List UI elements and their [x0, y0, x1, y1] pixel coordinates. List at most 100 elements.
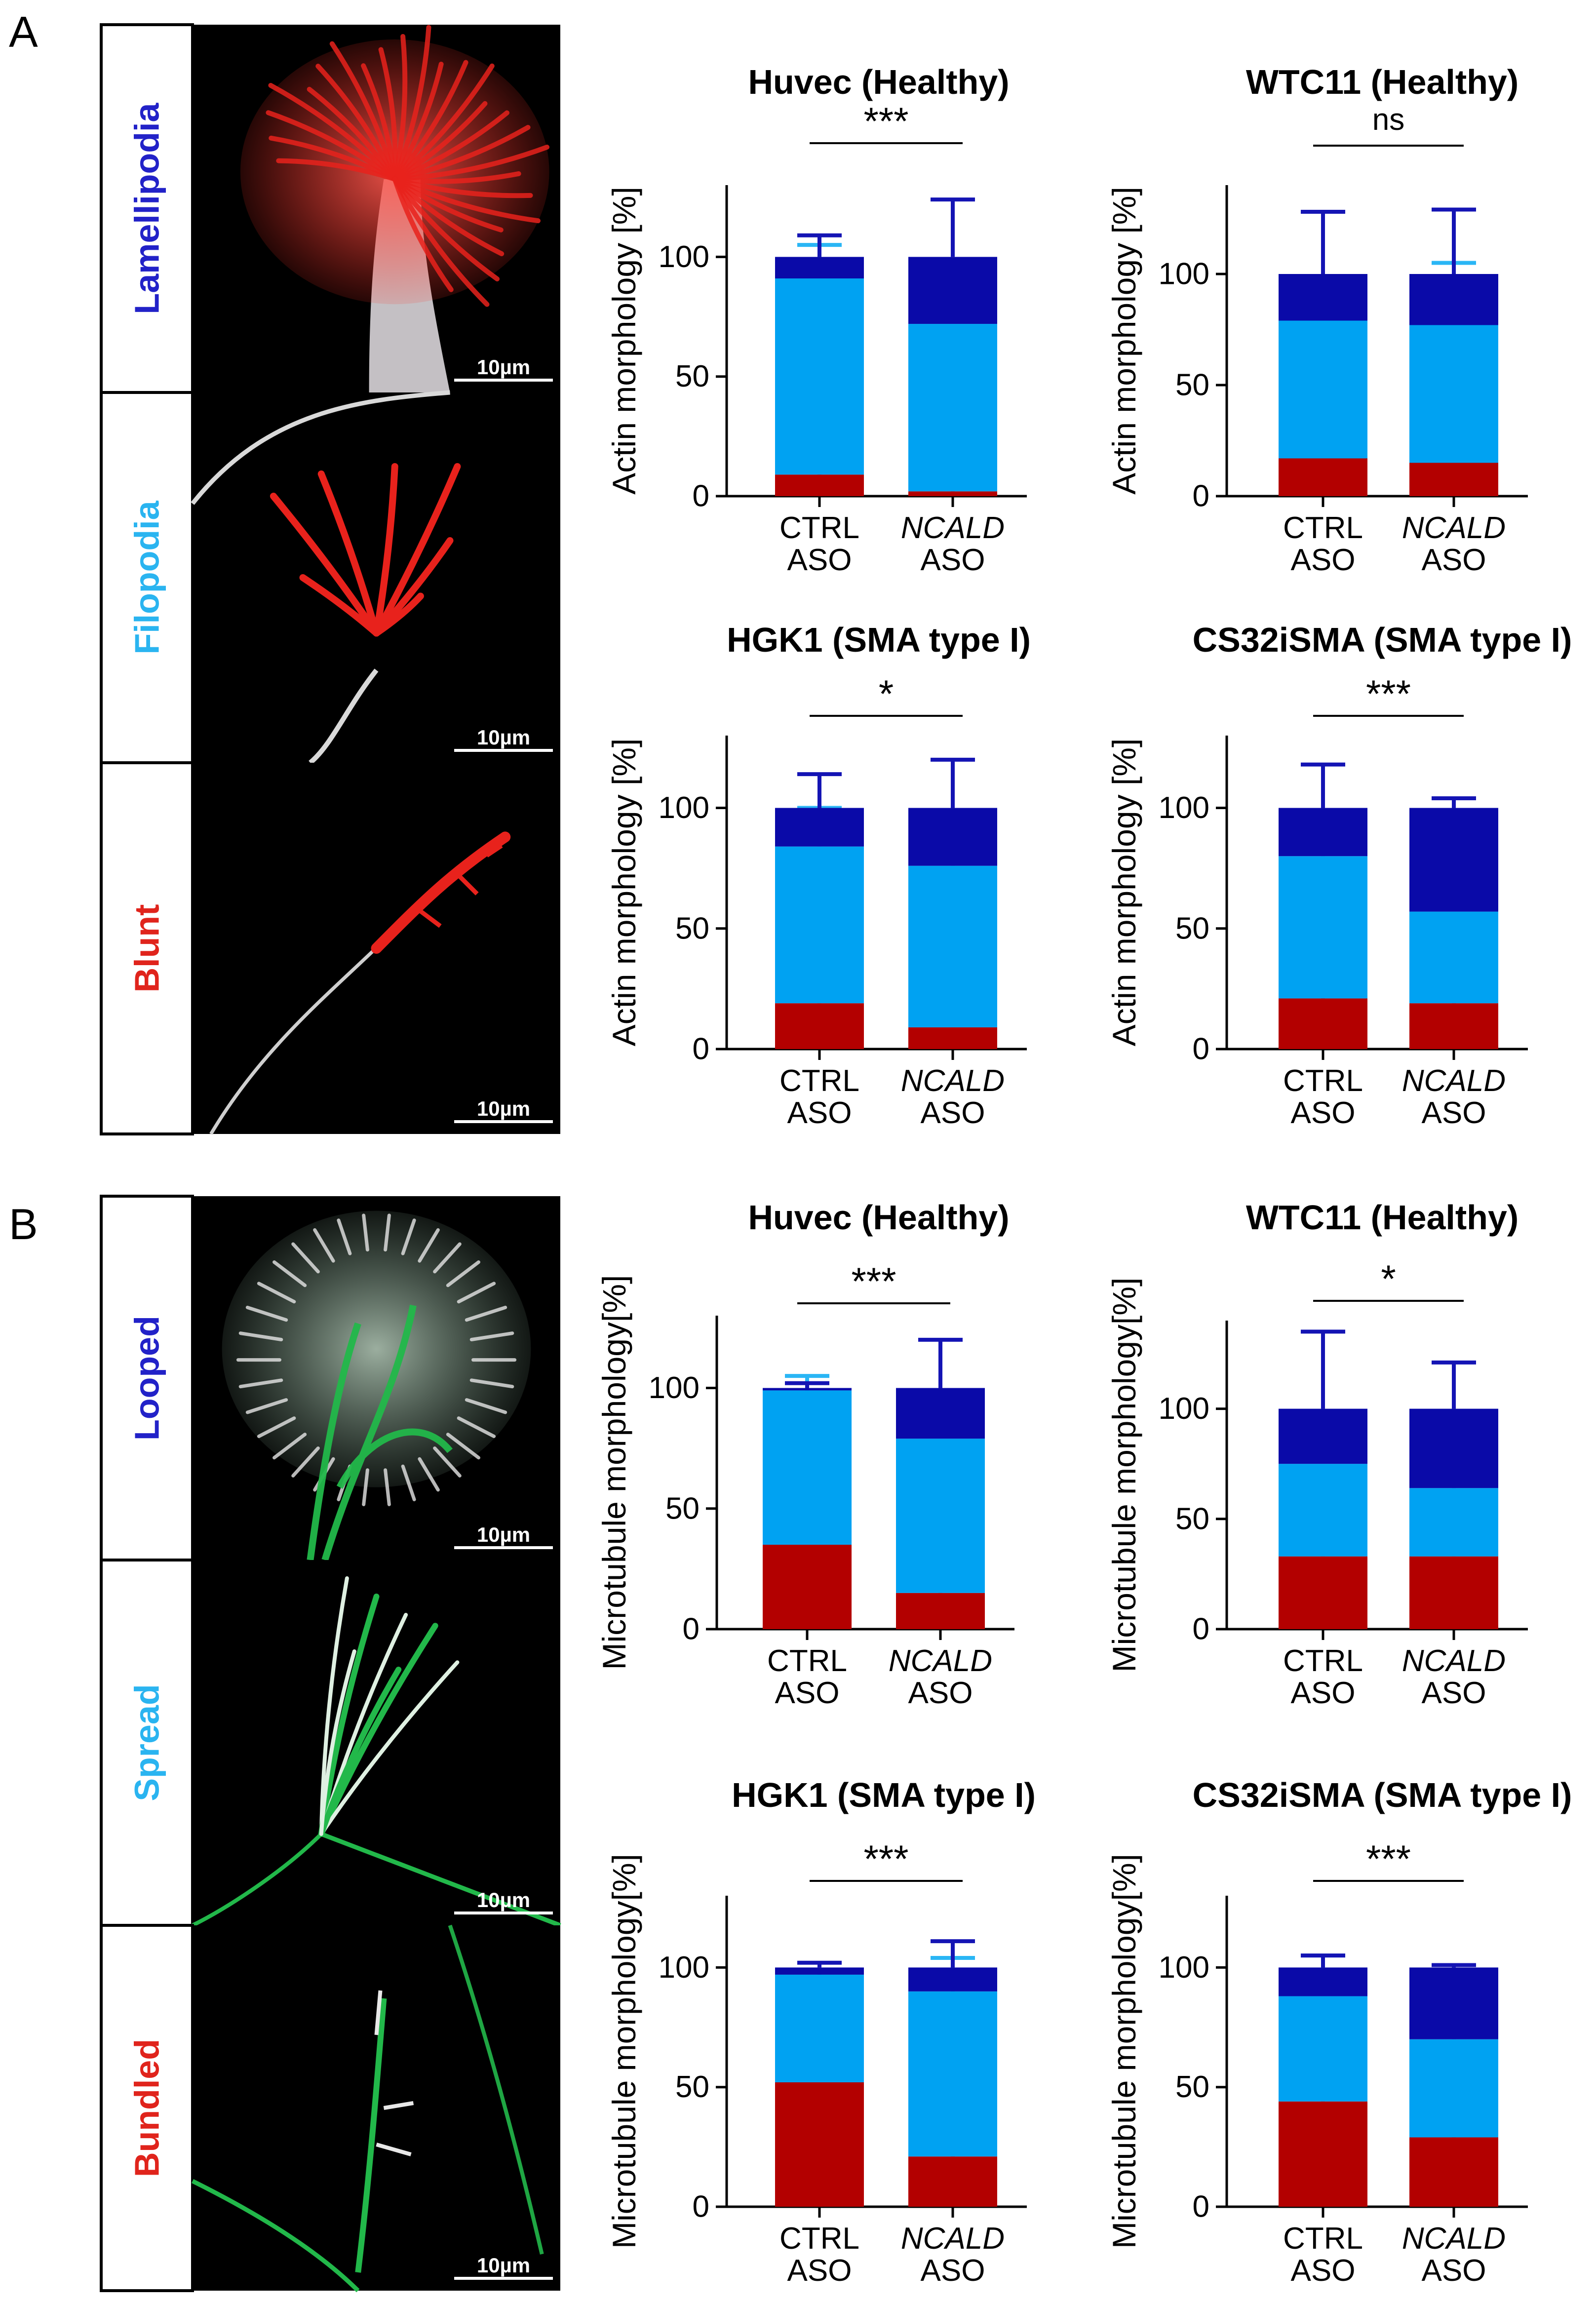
actin-fiber: [392, 171, 521, 184]
micrograph-0: Looped 10µm: [100, 1195, 560, 1561]
significance-label: ns: [1372, 103, 1404, 137]
bar-segment: [1409, 2039, 1498, 2138]
scale-bar-label: 10µm: [477, 1523, 530, 1546]
y-tick-label: 100: [659, 791, 709, 825]
x-tick-label: ASO: [787, 2254, 852, 2288]
microtubule-spread: [318, 1594, 380, 1837]
microtubule-spread: [319, 1576, 349, 1836]
significance-label: ***: [1366, 672, 1411, 715]
actin-fiber: [392, 176, 505, 256]
chart-title: HGK1 (SMA type I): [727, 621, 1031, 659]
y-tick-label: 100: [659, 1951, 709, 1985]
y-axis-label: Actin morphology [%]: [606, 739, 642, 1047]
morphology-label: Blunt: [128, 904, 166, 993]
actin-spike: [238, 1378, 283, 1389]
chart-title: Huvec (Healthy): [748, 63, 1009, 101]
y-axis-label: Microtubule morphology[%]: [1106, 1278, 1142, 1673]
actin-spike: [257, 1282, 296, 1304]
y-axis-label: Actin morphology [%]: [606, 187, 642, 495]
bar-segment: [775, 1003, 864, 1049]
microtubule-spread: [318, 1667, 402, 1837]
actin-fiber: [268, 82, 397, 182]
actin-spike: [418, 1457, 440, 1492]
actin-fiber: [392, 145, 550, 182]
bar-segment: [1279, 998, 1367, 1049]
actin-spike: [401, 1464, 416, 1501]
scale-bar-label: 10µm: [477, 2254, 530, 2277]
bundle-tip: [374, 1990, 414, 2156]
x-tick-label: NCALD: [901, 2222, 1005, 2256]
bar-segment: [775, 846, 864, 1004]
filopodium: [373, 463, 461, 637]
bar-segment: [775, 474, 864, 496]
microtubule-spread: [319, 1660, 460, 1836]
x-tick-label: CTRL: [779, 2222, 859, 2256]
y-tick-label: 100: [659, 240, 709, 274]
x-tick-label: ASO: [1291, 543, 1356, 577]
y-tick-label: 0: [693, 2190, 709, 2224]
y-axis-label: Microtubule morphology[%]: [606, 1854, 642, 2249]
y-tick-label: 50: [1175, 1502, 1209, 1536]
x-tick-label: CTRL: [779, 1064, 859, 1098]
actin-fiber: [392, 60, 468, 182]
morphology-label: Spread: [128, 1684, 166, 1801]
x-tick-label: ASO: [775, 1676, 840, 1710]
bar-segment: [775, 1967, 864, 1975]
actin-spike: [418, 1228, 440, 1263]
chart-1: Huvec (Healthy) Actin morphology [%] 0 50 10…: [606, 63, 1027, 577]
axon: [192, 1833, 323, 1927]
neurite: [309, 668, 379, 765]
bar-segment: [1279, 1464, 1367, 1557]
significance-label: ***: [1366, 1837, 1411, 1880]
y-tick-label: 100: [1159, 1392, 1209, 1426]
y-tick-label: 0: [1193, 1612, 1209, 1646]
chart-title: Huvec (Healthy): [748, 1198, 1009, 1237]
actin-spike: [384, 1468, 391, 1506]
y-tick-label: 100: [1159, 257, 1209, 291]
bar-segment: [763, 1545, 852, 1629]
y-tick-label: 100: [1159, 791, 1209, 825]
chart-title: WTC11 (Healthy): [1246, 63, 1518, 101]
scale-bar-label: 10µm: [477, 1097, 530, 1120]
bar-segment: [1409, 1003, 1498, 1049]
bar-segment: [1409, 1967, 1498, 2039]
morphology-label: Filopodia: [128, 500, 166, 654]
x-tick-label: NCALD: [1402, 1644, 1506, 1678]
actin-fiber: [392, 110, 509, 182]
bar-segment: [908, 1967, 997, 1991]
y-axis-label: Actin morphology [%]: [1106, 739, 1142, 1047]
chart-4: CS32iSMA (SMA type I) Actin morphology [%…: [1106, 621, 1572, 1130]
y-tick-label: 0: [693, 1032, 709, 1066]
x-tick-label: CTRL: [1283, 1644, 1363, 1678]
x-tick-label: ASO: [1291, 1676, 1356, 1710]
micrograph-1: Filopodia 10µm: [100, 390, 560, 765]
chart-2: WTC11 (Healthy) Actin morphology [%] 0 50 10…: [1106, 63, 1528, 577]
filopodium: [270, 493, 380, 637]
actin-spike: [446, 1433, 480, 1460]
chart-6: WTC11 (Healthy) Microtubule morphology[%]…: [1106, 1198, 1528, 1710]
x-tick-label: ASO: [1422, 543, 1486, 577]
actin-spike: [272, 1433, 307, 1460]
actin-spike: [238, 1331, 283, 1341]
axon: [320, 1832, 561, 1928]
actin-spike: [245, 1305, 288, 1322]
chart-5: Huvec (Healthy) Microtubule morphology[%]…: [596, 1198, 1014, 1710]
filopodium: [299, 574, 380, 637]
bar-segment: [908, 808, 997, 866]
actin-fiber: [329, 41, 397, 182]
y-tick-label: 50: [1175, 2070, 1209, 2104]
scale-bar-label: 10µm: [477, 355, 530, 379]
microtubule-loop: [307, 1304, 453, 1561]
x-tick-label: ASO: [787, 1096, 852, 1130]
actin-fiber: [266, 110, 397, 182]
y-tick-label: 0: [1193, 479, 1209, 513]
significance-label: *: [879, 672, 894, 715]
x-tick-label: ASO: [1422, 1096, 1486, 1130]
chart-title: WTC11 (Healthy): [1246, 1198, 1518, 1237]
y-tick-label: 50: [1175, 911, 1209, 945]
bar-segment: [1409, 1488, 1498, 1557]
x-tick-label: NCALD: [889, 1644, 992, 1678]
actin-fiber: [392, 176, 500, 282]
chart-title: CS32iSMA (SMA type I): [1193, 1776, 1572, 1814]
y-tick-label: 0: [1193, 1032, 1209, 1066]
